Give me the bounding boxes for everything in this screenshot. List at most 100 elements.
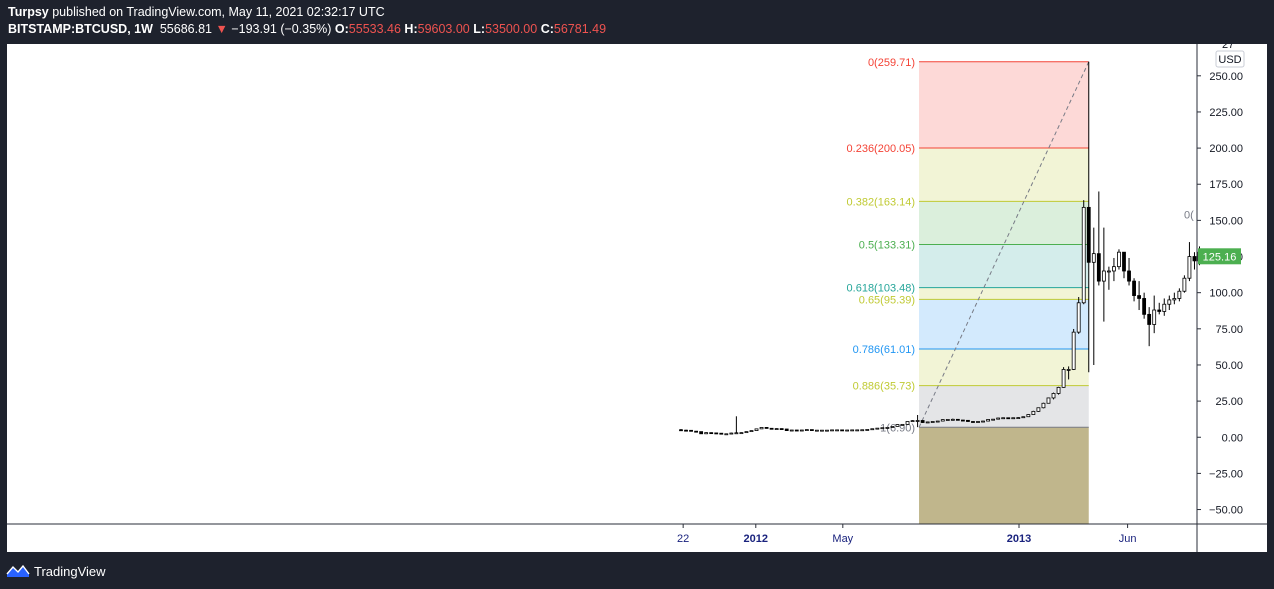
candle-body (1041, 402, 1046, 409)
candle-body (764, 427, 769, 429)
candle-body (1192, 256, 1197, 262)
candle-body (860, 429, 865, 432)
candle-body (809, 429, 814, 431)
y-tick-label: 250.00 (1209, 71, 1243, 83)
candle-body (955, 418, 960, 421)
candle-body (1081, 206, 1086, 304)
candle-body (774, 428, 779, 430)
candle-body (1167, 299, 1172, 305)
y-tick-label: 150.00 (1209, 215, 1243, 227)
fib-zone (919, 201, 1089, 245)
candle-body (704, 432, 709, 435)
candle-body (925, 421, 930, 424)
candle-body (950, 418, 955, 421)
x-tick-label: 22 (677, 533, 689, 545)
fib-level-label: 0.5(133.31) (859, 240, 915, 252)
candle-body (1046, 397, 1051, 404)
candle-body (850, 429, 855, 432)
candle-body (820, 429, 824, 432)
candle-body (754, 428, 759, 432)
candle-body (1011, 417, 1016, 420)
current-price: 55686.81 (159, 22, 212, 36)
candle-body (729, 432, 734, 435)
candle-body (991, 418, 996, 421)
fib-level-label: 0(259.71) (868, 57, 915, 69)
x-tick-label: Jun (1119, 533, 1137, 545)
candle-body (1147, 313, 1152, 325)
candle-body (709, 432, 714, 435)
candle-body (769, 427, 774, 430)
candle-body (875, 427, 880, 430)
y-tick-label: 175.00 (1209, 179, 1243, 191)
candle-body (699, 431, 704, 435)
candle-body (1122, 251, 1126, 272)
secondary-fib-label: 0( (1184, 209, 1194, 221)
candle-body (885, 427, 890, 429)
candle-body (905, 421, 910, 425)
candle-body (940, 419, 945, 422)
price-chart[interactable]: 0(259.71) 0.236(200.05) 0.382(163.14) 0.5(1… (7, 39, 1267, 552)
candle-body (1066, 369, 1071, 371)
candle-body (714, 432, 719, 435)
last-price-badge (1198, 248, 1241, 265)
publish-info: Turpsy published on TradingView.com, May… (8, 5, 385, 19)
candle-body (1056, 386, 1061, 394)
candle-body (1106, 270, 1111, 273)
fib-level-label: 0.886(35.73) (853, 381, 915, 393)
candle-body (679, 429, 683, 432)
candle-body (1071, 331, 1076, 370)
candle-body (789, 429, 794, 432)
candle-body (759, 427, 764, 430)
y-tick-label: 50.00 (1215, 360, 1243, 372)
candle-body (1101, 270, 1106, 282)
candle-body (920, 420, 925, 423)
candle-body (1076, 302, 1081, 333)
fib-zone (919, 148, 1089, 202)
candle-body (890, 426, 895, 428)
fib-level-label: 0.618(103.48) (847, 283, 916, 295)
ohlc-legend: BITSTAMP:BTCUSD, 1W 55686.81 ▼ −193.91 (… (8, 22, 606, 36)
author-name[interactable]: Turpsy (8, 5, 49, 19)
fib-level-label: 0.382(163.14) (847, 196, 916, 208)
candle-body (1026, 414, 1031, 418)
candle-body (865, 429, 870, 431)
candle-body (1096, 253, 1101, 282)
candle-body (830, 429, 834, 432)
candle-body (825, 429, 829, 432)
candle-body (961, 419, 965, 422)
candle-body (1112, 266, 1116, 272)
candle-body (1132, 280, 1136, 296)
close-label: C: (540, 22, 554, 36)
y-tick-label: 75.00 (1215, 324, 1243, 336)
footer: TradingView (6, 561, 106, 581)
candle-body (845, 429, 850, 432)
brand-name[interactable]: TradingView (34, 563, 106, 579)
candle-body (799, 429, 804, 432)
y-tick-label: 100.00 (1209, 288, 1243, 300)
fib-level-label: 1(6.90) (880, 422, 915, 434)
chart-area[interactable]: 0(259.71) 0.236(200.05) 0.382(163.14) 0.5(1… (7, 39, 1267, 552)
high-value: 59603.00 (417, 22, 470, 36)
candle-body (739, 432, 744, 435)
symbol-label[interactable]: BITSTAMP:BTCUSD, 1W (8, 22, 153, 36)
y-tick-label: 25.00 (1215, 396, 1243, 408)
candle-body (996, 417, 1001, 420)
tradingview-logo-icon[interactable] (6, 563, 30, 579)
candle-body (935, 420, 940, 423)
y-tick-label: 0.00 (1222, 432, 1243, 444)
candle-body (724, 433, 729, 436)
fib-level-label: 0.786(61.01) (853, 344, 915, 356)
candle-body (1157, 309, 1162, 312)
fib-zone (919, 299, 1089, 350)
candle-body (1061, 369, 1066, 388)
candle-body (986, 419, 990, 422)
fib-level-label: 0.236(200.05) (847, 143, 916, 155)
candle-body (744, 431, 749, 434)
candle-body (981, 420, 985, 423)
candle-body (900, 423, 905, 426)
x-tick-label: 2013 (1007, 533, 1031, 545)
candle-body (1177, 290, 1182, 299)
candle-body (1117, 251, 1121, 268)
candle-body (784, 428, 789, 432)
candle-body (1152, 309, 1157, 325)
